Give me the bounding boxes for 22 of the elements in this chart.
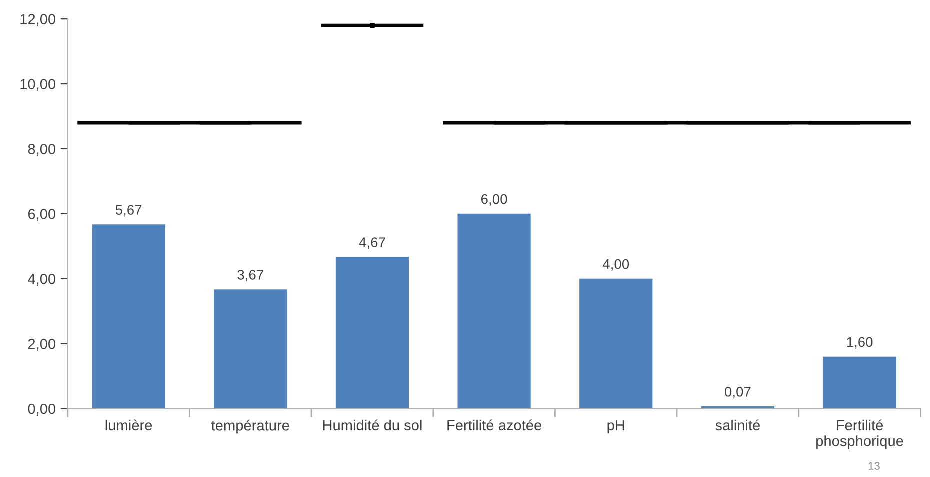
x-tick-label: salinité bbox=[716, 420, 760, 431]
y-tick-label: 6,00 bbox=[28, 209, 56, 222]
y-tick-label: 10,00 bbox=[20, 79, 56, 92]
x-tick-label: lumière bbox=[106, 420, 152, 431]
data-label: 6,00 bbox=[481, 194, 508, 206]
x-tick-label: Humidité du sol bbox=[323, 420, 422, 431]
x-tick-label: Fertilité azotée bbox=[448, 420, 542, 431]
y-tick-label: 0,00 bbox=[28, 404, 56, 416]
data-label: 4,00 bbox=[602, 259, 630, 271]
data-label: 1,60 bbox=[847, 337, 873, 349]
y-tick-label: 12,00 bbox=[20, 14, 56, 26]
data-label: 0,07 bbox=[724, 386, 751, 398]
data-label: 5,67 bbox=[116, 205, 142, 217]
x-tick-label: Fertilité phosphorique bbox=[816, 420, 904, 450]
x-tick-label: température bbox=[212, 420, 290, 434]
data-label: 3,67 bbox=[238, 270, 264, 282]
data-label: 4,67 bbox=[359, 238, 386, 250]
y-tick-label: 8,00 bbox=[28, 144, 56, 156]
x-tick-label: pH bbox=[608, 420, 624, 434]
y-tick-label: 4,00 bbox=[28, 274, 56, 286]
y-tick-label: 2,00 bbox=[28, 338, 56, 351]
text: 13 bbox=[868, 462, 880, 470]
